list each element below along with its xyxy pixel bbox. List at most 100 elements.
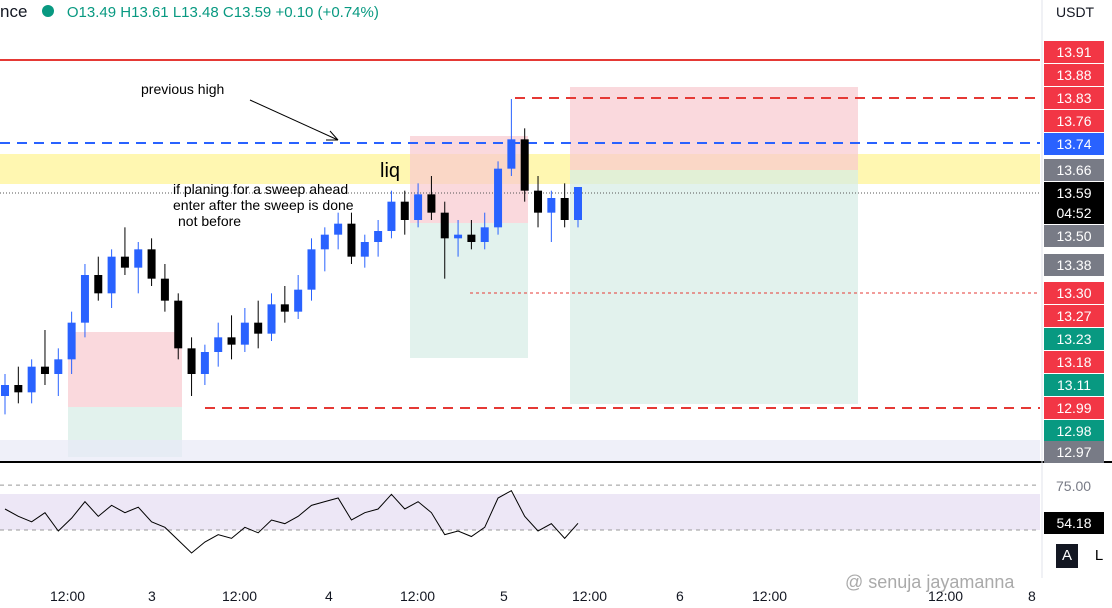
candle-body <box>467 234 476 242</box>
candle-body <box>174 300 183 349</box>
log-button[interactable]: L <box>1094 547 1104 564</box>
annotation: previous high <box>141 81 225 97</box>
candle-body <box>27 366 36 393</box>
change: +0.10 (+0.74%) <box>275 4 379 21</box>
note-line: enter after the sweep is done <box>173 197 354 213</box>
candle-body <box>254 322 263 334</box>
candle-body <box>147 249 156 279</box>
candle-body <box>54 359 63 374</box>
candle-body <box>134 249 143 268</box>
candle-body <box>120 256 129 268</box>
note: if planing for a sweep ahead enter after… <box>173 181 354 229</box>
time-label: 12:00 <box>400 588 436 604</box>
candle-body <box>454 234 463 239</box>
price-label: 12.97 <box>1044 441 1104 463</box>
time-label: 3 <box>148 588 156 604</box>
time-label: 12:00 <box>928 588 964 604</box>
candle-body <box>107 256 116 294</box>
price-label: 13.83 <box>1044 87 1104 109</box>
candle-body <box>560 198 569 220</box>
watermark: @ senuja jayamanna <box>845 572 1015 592</box>
arrow <box>249 99 339 141</box>
candle-body <box>440 212 449 239</box>
candle-body <box>200 352 209 374</box>
candle-body <box>387 201 396 231</box>
candle-body <box>320 234 329 250</box>
rsi-last: 54.18 <box>1044 512 1104 534</box>
annotation: liq <box>380 160 401 182</box>
candles <box>1 99 582 415</box>
candle-body <box>360 242 369 257</box>
rsi-band <box>0 494 1040 530</box>
arrow-head <box>326 130 339 141</box>
price-label: 13.30 <box>1044 282 1104 304</box>
candle-body <box>427 194 436 213</box>
candle-body <box>160 278 169 301</box>
candle-body <box>347 223 356 257</box>
price-label: 13.27 <box>1044 305 1104 327</box>
price-label: 13.74 <box>1044 133 1104 155</box>
candle-body <box>94 275 103 294</box>
header: nce O13.49 H13.61 L13.48 C13.59 +0.10 (+… <box>0 2 379 22</box>
candle-body <box>14 385 23 393</box>
target-zone <box>410 223 528 358</box>
candle-body <box>80 275 89 323</box>
target-zone <box>570 170 858 404</box>
candle-body <box>214 337 223 352</box>
candle-body <box>280 304 289 312</box>
low: L13.48 <box>172 4 219 21</box>
candle-body <box>480 227 489 242</box>
candle-body <box>40 366 49 374</box>
candle-body <box>240 322 249 345</box>
note-line: if planing for a sweep ahead <box>173 181 349 197</box>
auto-button[interactable]: A <box>1056 544 1078 568</box>
candle-body <box>520 139 529 191</box>
candle-body <box>414 194 423 220</box>
symbol: nce <box>0 2 28 21</box>
price-label: 13.88 <box>1044 64 1104 86</box>
candle-body <box>507 139 516 169</box>
candle-body <box>67 322 76 360</box>
price-label: 13.59 <box>1044 182 1104 204</box>
time-label: 12:00 <box>572 588 608 604</box>
candle-body <box>294 289 303 312</box>
price-label: 12.99 <box>1044 397 1104 419</box>
note-line: not before <box>178 213 242 229</box>
candle-body <box>374 231 383 242</box>
candle-body <box>307 249 316 290</box>
candle-body <box>267 304 276 334</box>
time-label: 8 <box>1028 588 1036 604</box>
volume-area <box>0 440 1040 462</box>
price-label: 13.23 <box>1044 328 1104 350</box>
currency[interactable]: USDT <box>1056 4 1095 20</box>
countdown: 04:52 <box>1044 202 1104 224</box>
rsi-line <box>4 489 579 554</box>
close: C13.59 <box>222 4 272 21</box>
price-label: 13.76 <box>1044 110 1104 132</box>
time-label: 12:00 <box>752 588 788 604</box>
price-label: 13.38 <box>1044 254 1104 276</box>
price-label: 13.50 <box>1044 225 1104 247</box>
time-label: 5 <box>500 588 508 604</box>
time-label: 12:00 <box>50 588 86 604</box>
short-zone <box>68 332 182 407</box>
candle-body <box>187 348 196 374</box>
rsi <box>0 484 1040 554</box>
candle-body <box>547 198 556 213</box>
candle-body <box>494 168 503 228</box>
candle-body <box>227 337 236 345</box>
candle-body <box>1 385 9 396</box>
time-label: 4 <box>325 588 333 604</box>
price-label: 13.66 <box>1044 159 1104 181</box>
open: O13.49 <box>66 4 117 21</box>
status-dot <box>42 5 55 17</box>
price-label: 13.11 <box>1044 374 1104 396</box>
time-label: 6 <box>676 588 684 604</box>
rsi-tick: 75.00 <box>1056 478 1092 494</box>
candle-body <box>574 187 582 220</box>
candle-body <box>334 223 343 235</box>
candle-body <box>534 190 543 213</box>
price-label: 13.91 <box>1044 41 1104 63</box>
time-label: 12:00 <box>222 588 258 604</box>
